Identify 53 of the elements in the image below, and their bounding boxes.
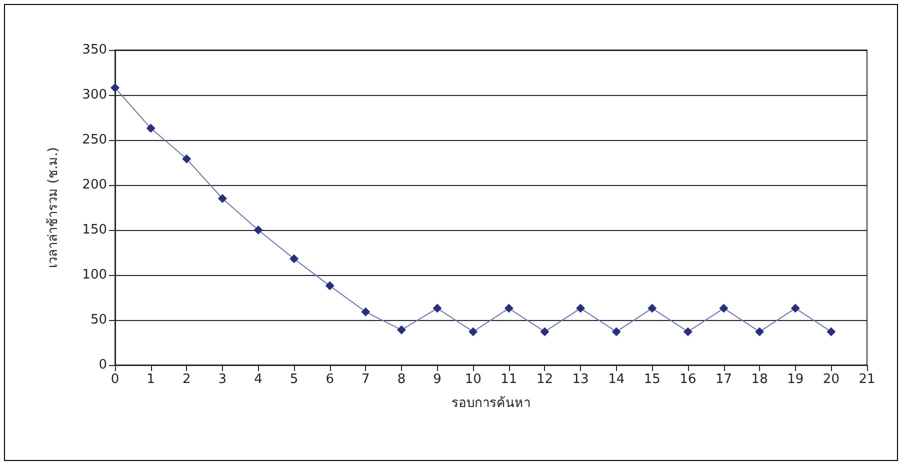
y-tick-label: 100 <box>82 268 107 282</box>
point <box>755 327 764 336</box>
point <box>396 325 406 334</box>
x-tick-label: 0 <box>110 372 120 387</box>
x-tick-label: 5 <box>290 372 298 387</box>
y-tick-label: 300 <box>82 88 107 102</box>
x-tick-label: 21 <box>858 372 876 387</box>
y-tick-label: 250 <box>82 132 107 148</box>
x-tick-label: 16 <box>680 372 696 387</box>
x-tick-label: 2 <box>182 372 191 387</box>
point <box>683 327 692 336</box>
y-tick-label: 350 <box>82 42 107 58</box>
point <box>182 154 192 164</box>
point <box>254 226 263 234</box>
point <box>110 83 120 92</box>
x-tick-label: 3 <box>218 372 227 387</box>
point <box>826 327 836 336</box>
x-tick-label: 9 <box>433 372 442 387</box>
point <box>612 327 621 336</box>
y-tick-label: 50 <box>90 312 107 328</box>
x-tick-label: 13 <box>572 372 589 387</box>
x-tick-label: 18 <box>751 372 768 387</box>
point <box>719 304 728 313</box>
point <box>325 281 334 290</box>
x-tick-label: 19 <box>787 372 804 387</box>
x-tick-label: 12 <box>536 372 553 387</box>
x-tick-label: 20 <box>822 372 840 387</box>
x-tick-label: 10 <box>464 372 482 387</box>
point <box>361 307 370 316</box>
x-tick-label: 17 <box>715 372 732 387</box>
y-tick-label: 150 <box>82 222 107 238</box>
x-axis-title: รอบการค้นหา <box>452 396 530 411</box>
point <box>218 194 227 203</box>
point <box>468 327 478 336</box>
point <box>790 304 800 313</box>
x-tick-label: 1 <box>146 372 155 387</box>
x-tick-label: 11 <box>500 372 518 387</box>
point <box>576 304 586 313</box>
y-axis-title: เวลาล่าช้ารวม (ช.ม.) <box>46 147 61 268</box>
x-tick-label: 15 <box>644 372 660 387</box>
x-tick-label: 7 <box>362 372 370 387</box>
point <box>290 254 299 264</box>
point <box>432 304 442 313</box>
x-tick-label: 4 <box>254 372 262 387</box>
x-tick-label: 6 <box>326 372 334 387</box>
point <box>146 124 156 133</box>
point <box>504 304 514 313</box>
x-tick-label: 14 <box>608 372 625 387</box>
point <box>648 304 657 313</box>
x-tick-label: 8 <box>397 372 406 387</box>
y-tick-label: 200 <box>82 178 107 192</box>
y-tick-label: 0 <box>98 358 107 372</box>
point <box>540 327 550 336</box>
